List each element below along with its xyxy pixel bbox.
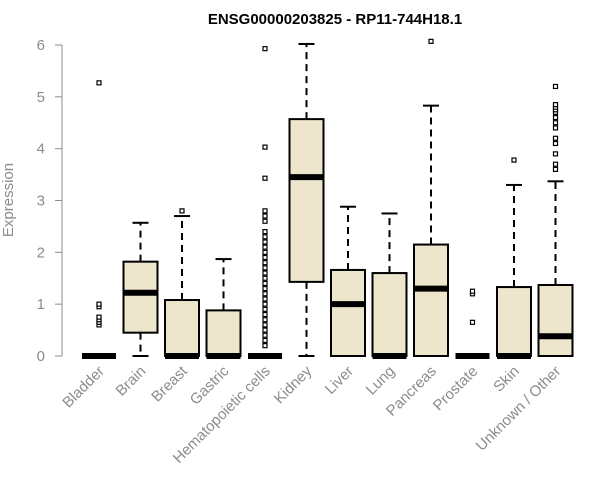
- x-tick-label: Bladder: [59, 363, 108, 412]
- box-body: [205, 309, 242, 357]
- box-hematopoietic-cells: [248, 46, 282, 359]
- box-pancreas: [413, 38, 449, 357]
- outlier-point: [262, 175, 268, 181]
- box-body: [330, 268, 366, 357]
- y-tick-label: 6: [37, 37, 45, 54]
- outlier-point: [262, 208, 268, 214]
- box-gastric: [205, 258, 242, 359]
- box-prostate: [455, 288, 490, 359]
- outlier-point: [179, 208, 185, 214]
- box-body: [537, 283, 574, 358]
- outlier-point: [262, 46, 268, 52]
- outlier-point: [262, 244, 268, 250]
- outlier-point: [262, 311, 268, 318]
- chart-title: ENSG00000203825 - RP11-744H18.1: [208, 11, 462, 28]
- y-tick-label: 4: [37, 141, 45, 158]
- outlier-point: [552, 151, 559, 157]
- outlier-point: [552, 140, 559, 147]
- outlier-point: [262, 254, 268, 261]
- box-body: [122, 260, 159, 334]
- box-skin: [496, 157, 532, 359]
- x-tick-label: Brain: [113, 363, 150, 400]
- outlier-point: [552, 166, 559, 172]
- outlier-point: [469, 319, 476, 325]
- outlier-point: [96, 80, 102, 86]
- outlier-point: [262, 249, 268, 255]
- outlier-point: [262, 337, 268, 344]
- outlier-point: [262, 144, 268, 150]
- box-body: [413, 243, 449, 357]
- outlier-point: [262, 291, 268, 297]
- box-kidney: [288, 42, 325, 357]
- outlier-point: [262, 301, 268, 307]
- x-tick-label: Lung: [363, 363, 399, 399]
- outlier-point: [262, 327, 268, 333]
- y-tick-label: 1: [37, 296, 45, 313]
- x-tick-label: Kidney: [271, 362, 316, 407]
- outlier-point: [96, 301, 102, 307]
- y-axis-label: Expression: [0, 163, 17, 237]
- outlier-point: [262, 317, 268, 323]
- outlier-point: [428, 38, 434, 44]
- outlier-point: [262, 306, 268, 312]
- x-tick-label: Breast: [148, 362, 191, 405]
- outlier-point: [552, 120, 559, 126]
- outlier-point: [552, 161, 559, 167]
- box-body: [288, 118, 325, 283]
- outlier-point: [262, 270, 268, 276]
- outlier-point: [262, 260, 268, 266]
- outlier-point: [262, 332, 268, 338]
- outlier-point: [262, 265, 268, 271]
- outlier-point: [262, 229, 268, 235]
- box-body: [164, 299, 200, 357]
- outlier-point: [262, 239, 268, 245]
- y-tick-label: 3: [37, 193, 45, 210]
- box-body: [371, 272, 408, 358]
- outlier-point: [262, 286, 268, 292]
- outlier-point: [511, 157, 517, 163]
- y-tick-label: 0: [37, 348, 45, 365]
- box-unknown-other: [537, 83, 574, 358]
- y-axis: 0 1 2 3 4 5 6: [37, 37, 63, 365]
- box-brain: [122, 221, 159, 357]
- boxes-group: [82, 38, 574, 359]
- outlier-point: [262, 275, 268, 281]
- outlier-point: [469, 288, 476, 294]
- outlier-point: [552, 135, 559, 141]
- outlier-point: [552, 125, 559, 131]
- x-tick-label: Liver: [322, 363, 357, 398]
- outlier-point: [262, 296, 268, 302]
- x-tick-label: Skin: [490, 363, 523, 396]
- y-tick-label: 2: [37, 244, 45, 261]
- outlier-point: [262, 280, 268, 287]
- outlier-point: [552, 83, 559, 90]
- outlier-point: [262, 218, 268, 224]
- box-body: [496, 286, 532, 358]
- outlier-point: [552, 102, 559, 108]
- outlier-point: [96, 314, 102, 320]
- outlier-point: [262, 213, 268, 219]
- outlier-point: [262, 322, 268, 328]
- outlier-point: [262, 234, 268, 240]
- box-lung: [371, 212, 408, 359]
- box-breast: [164, 208, 200, 359]
- box-bladder: [82, 80, 116, 359]
- x-tick-label: Prostate: [430, 363, 482, 415]
- y-tick-label: 5: [37, 89, 45, 106]
- outlier-point: [262, 343, 268, 349]
- outlier-point: [552, 114, 559, 121]
- box-liver: [330, 205, 366, 357]
